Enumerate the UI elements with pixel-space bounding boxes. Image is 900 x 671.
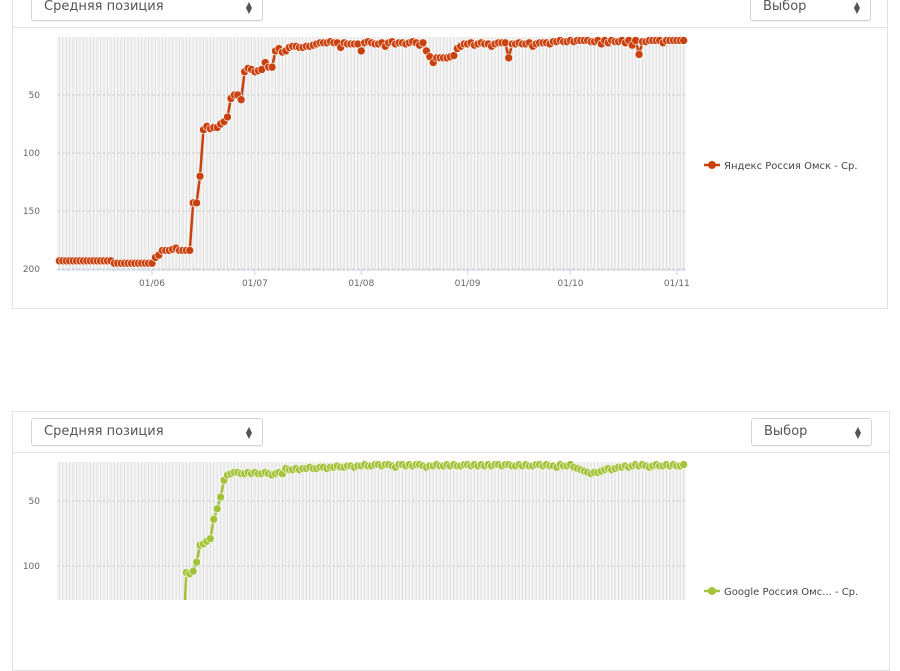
- legend-label: Google Россия Омс... - Ср.: [724, 587, 858, 598]
- google-position-chart: 50 100 Google Россия Омс... - Ср.: [23, 460, 858, 600]
- x-tick-label: 01/11: [664, 279, 690, 289]
- legend-label: Яндекс Россия Омск - Ср.: [724, 161, 858, 172]
- y-tick-label: 100: [23, 562, 40, 572]
- data-point: [267, 62, 277, 72]
- choice-select-value: Выбор: [763, 0, 807, 14]
- metric-select-value: Средняя позиция: [44, 424, 164, 439]
- data-point: [212, 504, 222, 514]
- x-tick-label: 01/07: [242, 279, 268, 289]
- data-point: [449, 51, 459, 60]
- plot-group: 50 100: [23, 460, 688, 600]
- y-tick-label: 50: [29, 91, 41, 101]
- select-arrows-icon: ▲ ▼: [245, 0, 252, 15]
- metric-select[interactable]: Средняя позиция ▲ ▼: [31, 0, 263, 21]
- data-point: [209, 514, 219, 524]
- select-arrows-icon: ▲ ▼: [853, 0, 860, 15]
- data-point: [223, 112, 232, 122]
- data-point: [216, 492, 225, 502]
- data-point: [679, 460, 688, 469]
- data-point: [185, 246, 195, 255]
- choice-select-value: Выбор: [764, 424, 808, 439]
- panel-header: [13, 412, 889, 453]
- choice-select[interactable]: Выбор ▲ ▼: [751, 418, 872, 446]
- panel-header: [13, 0, 887, 28]
- x-tick-label: 01/08: [348, 279, 374, 289]
- plot-group: 50 100 150 200 01/06 01/07 01/08 01/09 01/10 01/1…: [23, 36, 690, 289]
- data-point: [195, 171, 205, 181]
- select-arrows-icon: ▲ ▼: [245, 425, 252, 440]
- y-tick-label: 200: [23, 265, 40, 275]
- y-tick-label: 150: [23, 207, 40, 217]
- data-point: [192, 198, 201, 208]
- select-arrows-icon: ▲ ▼: [854, 425, 861, 440]
- metric-select[interactable]: Средняя позиция ▲ ▼: [31, 418, 263, 446]
- x-tick-label: 01/06: [139, 279, 165, 289]
- y-tick-label: 100: [23, 149, 40, 159]
- data-point: [188, 566, 198, 576]
- metric-select-value: Средняя позиция: [44, 0, 164, 14]
- data-point: [206, 534, 215, 544]
- x-tick-label: 01/10: [558, 279, 584, 289]
- data-point: [504, 53, 514, 63]
- data-point: [418, 38, 428, 48]
- data-point: [356, 46, 366, 56]
- data-point: [192, 557, 201, 567]
- data-point: [679, 36, 688, 45]
- legend-marker-icon: [708, 587, 716, 595]
- yandex-position-chart: 50 100 150 200 01/06 01/07 01/08 01/09 01/10 01/1…: [23, 36, 858, 289]
- x-tick-label: 01/09: [455, 279, 481, 289]
- data-point: [236, 95, 246, 104]
- data-point: [634, 50, 644, 59]
- legend-marker-icon: [708, 161, 716, 169]
- choice-select[interactable]: Выбор ▲ ▼: [750, 0, 871, 21]
- y-tick-label: 50: [29, 497, 41, 507]
